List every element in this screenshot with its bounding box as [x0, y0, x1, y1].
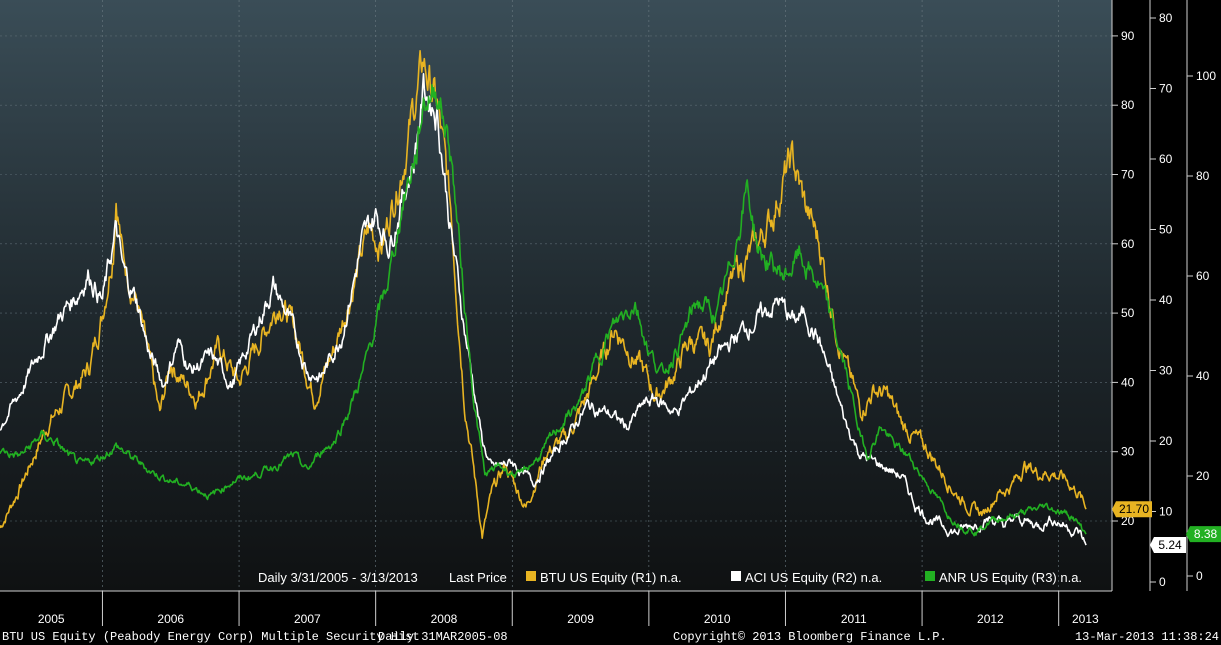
last-value-tag-r3 [1186, 526, 1221, 543]
x-tick-label-2006: 2006 [157, 612, 184, 626]
plot-background [0, 0, 1112, 591]
y-tick-label-R3: 0 [1196, 569, 1203, 583]
legend-period: Daily 3/31/2005 - 3/13/2013 [258, 570, 418, 585]
legend-entry-anr: ANR US Equity (R3) n.a. [939, 570, 1082, 585]
series-line-r2 [0, 73, 1087, 546]
footer-range: Daily 31MAR2005-08 [378, 630, 508, 644]
y-tick-label-R1: 20 [1121, 514, 1135, 528]
x-tick-label-2009: 2009 [567, 612, 594, 626]
y-tick-label-R1: 90 [1121, 29, 1135, 43]
y-tick-label-R2: 10 [1159, 505, 1173, 519]
y-tick-label-R1: 60 [1121, 237, 1135, 251]
y-tick-label-R1: 80 [1121, 98, 1135, 112]
legend-swatch-anr [925, 571, 935, 581]
y-tick-label-R1: 30 [1121, 445, 1135, 459]
y-tick-label-R2: 0 [1159, 575, 1166, 589]
y-tick-label-R2: 80 [1159, 11, 1173, 25]
y-tick-label-R1: 40 [1121, 375, 1135, 389]
y-tick-label-R1: 50 [1121, 306, 1135, 320]
y-tick-label-R3: 40 [1196, 369, 1210, 383]
last-value-label-r1: 21.70 [1119, 502, 1149, 516]
axis-r1: 20 30 40 50 60 70 80 90 [1111, 0, 1135, 591]
y-tick-label-R2: 30 [1159, 364, 1173, 378]
footer-copyright: Copyright© 2013 Bloomberg Finance L.P. [673, 630, 947, 644]
x-tick-label-2010: 2010 [704, 612, 731, 626]
x-tick-label-2008: 2008 [431, 612, 458, 626]
legend-swatch-aci [731, 571, 741, 581]
x-tick-label-2013: 2013 [1072, 612, 1099, 626]
y-tick-label-R3: 100 [1196, 69, 1216, 83]
x-tick-label-2011: 2011 [841, 612, 867, 626]
y-tick-label-R1: 70 [1121, 168, 1135, 182]
x-tick-label-2012: 2012 [977, 612, 1004, 626]
footer-title: BTU US Equity (Peabody Energy Corp) Mult… [2, 630, 420, 644]
last-value-label-r3: 8.38 [1194, 527, 1218, 541]
legend-field: Last Price [449, 570, 507, 585]
series-line-r3 [0, 84, 1087, 537]
gridlines [0, 35, 1112, 522]
y-tick-label-R2: 20 [1159, 434, 1173, 448]
y-tick-label-R3: 20 [1196, 469, 1210, 483]
axis-r3: 0 20 40 60 80 100 [1186, 0, 1216, 591]
x-tick-label-2005: 2005 [38, 612, 65, 626]
y-tick-label-R2: 50 [1159, 223, 1173, 237]
footer-timestamp: 13-Mar-2013 11:38:24 [1075, 630, 1219, 644]
x-axis: 2005 2006 2007 2008 2009 2010 2011 2012 2013 [0, 590, 1112, 626]
last-value-tag-r2 [1150, 537, 1186, 554]
legend-entry-aci: ACI US Equity (R2) n.a. [745, 570, 882, 585]
y-tick-label-R2: 60 [1159, 152, 1173, 166]
y-tick-label-R2: 40 [1159, 293, 1173, 307]
legend: Daily 3/31/2005 - 3/13/2013 Last Price B… [258, 570, 1082, 585]
axis-r2: 0 10 20 30 40 50 60 70 80 [1149, 0, 1173, 591]
footer: BTU US Equity (Peabody Energy Corp) Mult… [2, 630, 1219, 644]
legend-entry-btu: BTU US Equity (R1) n.a. [540, 570, 682, 585]
y-tick-label-R2: 70 [1159, 82, 1173, 96]
x-tick-label-2007: 2007 [294, 612, 321, 626]
last-value-label-r2: 5.24 [1158, 538, 1182, 552]
series-lines [0, 50, 1087, 546]
y-tick-label-R3: 80 [1196, 169, 1210, 183]
last-value-tag-r1 [1112, 501, 1152, 518]
y-tick-label-R3: 60 [1196, 269, 1210, 283]
series-line-r1 [0, 50, 1087, 539]
last-value-tags: 21.70 5.24 8.38 [1112, 501, 1221, 554]
legend-swatch-btu [526, 571, 536, 581]
